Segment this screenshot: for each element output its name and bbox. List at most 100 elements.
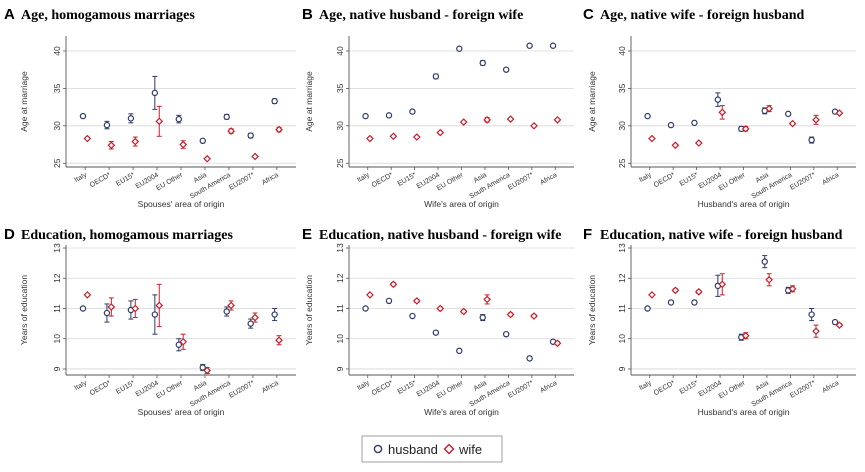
- point-wife: [788, 284, 797, 293]
- point-wife: [553, 115, 562, 124]
- point-husband: [247, 132, 254, 139]
- x-tick-label: EU2007*: [789, 172, 817, 192]
- point-husband: [151, 311, 159, 318]
- point-wife: [553, 339, 562, 348]
- x-tick-label: Italy: [638, 379, 653, 392]
- x-tick-label: Italy: [356, 379, 371, 392]
- x-tick-label: EU Other: [718, 171, 747, 192]
- y-tick-label: 10: [335, 334, 345, 344]
- point-husband: [502, 66, 510, 73]
- point-wife: [275, 336, 283, 345]
- x-tick-label: EU Other: [155, 171, 184, 192]
- x-tick-label: EU2007*: [789, 380, 817, 400]
- point-husband: [432, 73, 440, 80]
- point-wife: [251, 152, 259, 161]
- point-wife: [694, 288, 703, 296]
- y-tick-label: 12: [617, 273, 627, 283]
- x-tick-label: Africa: [539, 380, 558, 395]
- legend-wife-label: wife: [458, 442, 482, 457]
- point-husband: [432, 329, 440, 336]
- point-husband: [175, 341, 182, 348]
- y-tick-label: 30: [335, 121, 345, 131]
- point-husband: [808, 311, 815, 318]
- y-tick-label: 10: [617, 334, 627, 344]
- legend-husband-label: husband: [388, 442, 438, 457]
- y-tick-label: 11: [52, 304, 62, 313]
- point-wife: [412, 297, 421, 305]
- point-husband: [79, 112, 87, 120]
- point-wife: [671, 286, 680, 295]
- x-tick-label: Asia: [755, 172, 770, 185]
- point-wife: [506, 115, 515, 123]
- legend-wife-marker: [443, 443, 455, 455]
- point-husband: [479, 314, 486, 321]
- panel-letter: A: [4, 6, 15, 23]
- x-axis-label: Spouses' area of origin: [138, 199, 225, 209]
- point-husband: [784, 110, 792, 118]
- x-tick-label: EU15*: [115, 172, 136, 188]
- point-husband: [644, 305, 651, 312]
- point-husband: [409, 108, 416, 115]
- point-wife: [718, 280, 727, 289]
- panel-c: C Age, native wife - foreign husband 25 30 3…: [583, 6, 856, 209]
- point-wife: [203, 366, 212, 375]
- legend-husband-marker: [373, 444, 383, 454]
- point-wife: [203, 154, 212, 163]
- y-tick-label: 11: [617, 304, 627, 313]
- point-wife: [179, 140, 188, 149]
- point-wife: [788, 119, 797, 128]
- point-wife: [251, 313, 259, 322]
- point-wife: [131, 304, 140, 313]
- x-axis-label: Spouses' area of origin: [138, 407, 225, 417]
- point-wife: [275, 125, 283, 134]
- panel-e: E Education, native husband - foreign wif…: [302, 226, 574, 417]
- point-wife: [412, 133, 421, 141]
- y-tick-label: 35: [335, 83, 345, 93]
- x-tick-label: Africa: [539, 172, 558, 187]
- x-tick-label: OECD*: [371, 172, 395, 190]
- point-wife: [436, 304, 445, 313]
- y-tick-label: 25: [335, 158, 345, 168]
- panel-a: A Age, homogamous marriages 25 30 35 40 Age at…: [4, 6, 296, 209]
- point-husband: [151, 89, 159, 97]
- point-wife: [648, 134, 656, 143]
- point-husband: [526, 355, 533, 362]
- point-husband: [456, 347, 463, 355]
- panel-title: Education, native wife - foreign husband: [600, 228, 843, 243]
- point-husband: [761, 107, 768, 115]
- x-tick-label: South America: [750, 380, 793, 409]
- x-tick-label: Asia: [473, 380, 488, 393]
- point-husband: [271, 97, 278, 105]
- point-wife: [812, 115, 820, 124]
- panel-b: B Age, native husband - foreign wife 25 30 3…: [302, 6, 574, 209]
- point-wife: [155, 301, 164, 310]
- point-wife: [436, 128, 445, 137]
- y-tick-label: 13: [335, 243, 345, 253]
- point-husband: [362, 305, 369, 312]
- y-tick-label: 40: [617, 46, 627, 56]
- y-tick-label: 35: [617, 83, 627, 93]
- x-tick-label: South America: [468, 172, 511, 201]
- x-tick-label: EU15*: [115, 380, 136, 396]
- x-axis-label: Wife's area of origin: [424, 199, 499, 209]
- y-tick-label: 9: [335, 366, 345, 371]
- point-husband: [691, 299, 698, 306]
- x-tick-label: Africa: [261, 380, 280, 395]
- x-tick-label: EU2007*: [507, 172, 535, 192]
- panel-letter: E: [302, 226, 312, 243]
- point-wife: [483, 295, 491, 304]
- point-husband: [549, 42, 557, 49]
- x-tick-label: South America: [468, 380, 511, 409]
- point-wife: [530, 312, 538, 320]
- point-husband: [127, 115, 135, 122]
- x-tick-label: EU Other: [436, 171, 465, 192]
- point-wife: [107, 141, 116, 150]
- y-axis-label: Years of education: [19, 275, 29, 345]
- y-tick-label: 10: [52, 334, 62, 344]
- legend: husband wife: [361, 435, 503, 463]
- point-wife: [648, 291, 656, 299]
- point-husband: [103, 309, 111, 317]
- y-tick-label: 30: [617, 121, 627, 131]
- point-husband: [199, 137, 206, 144]
- x-axis-label: Husband's area of origin: [698, 199, 790, 209]
